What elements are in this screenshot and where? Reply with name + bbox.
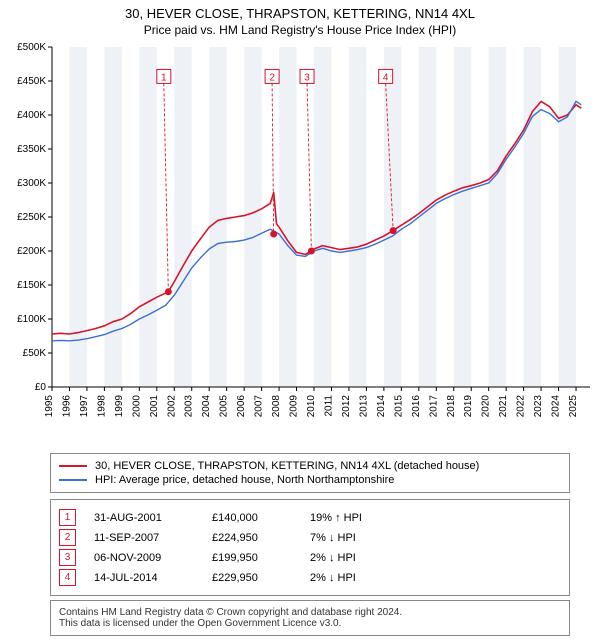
x-tick-label: 2022 [516,395,527,418]
transaction-delta: 19% ↑ HPI [310,512,390,524]
y-tick-label: £500K [17,42,46,53]
x-tick-label: 2003 [184,395,195,418]
footer-line: Contains HM Land Registry data © Crown c… [59,607,561,618]
marker-number: 4 [383,72,389,83]
legend-swatch [59,479,87,481]
transaction-marker: 1 [59,509,76,526]
y-tick-label: £250K [17,212,46,223]
x-tick-label: 2014 [376,395,387,418]
x-tick-label: 1996 [61,395,72,418]
page-title: 30, HEVER CLOSE, THRAPSTON, KETTERING, N… [0,6,600,21]
x-tick-label: 2010 [306,395,317,418]
transaction-delta: 2% ↓ HPI [310,572,390,584]
y-tick-label: £150K [17,280,46,291]
legend-label: 30, HEVER CLOSE, THRAPSTON, KETTERING, N… [95,460,479,472]
y-tick-label: £100K [17,314,46,325]
x-tick-label: 2009 [289,395,300,418]
page-subtitle: Price paid vs. HM Land Registry's House … [0,23,600,37]
x-tick-label: 2006 [236,395,247,418]
y-tick-label: £300K [17,178,46,189]
x-tick-label: 2017 [428,395,439,418]
x-tick-label: 2016 [411,395,422,418]
y-tick-label: £200K [17,246,46,257]
transaction-date: 14-JUL-2014 [94,572,194,584]
x-tick-label: 2024 [551,395,562,418]
marker-number: 1 [161,72,167,83]
table-row: 4 14-JUL-2014 £229,950 2% ↓ HPI [59,569,561,586]
x-tick-label: 2011 [323,395,334,417]
transaction-price: £224,950 [212,532,292,544]
x-tick-label: 1997 [79,395,90,418]
table-row: 1 31-AUG-2001 £140,000 19% ↑ HPI [59,509,561,526]
marker-number: 2 [269,72,275,83]
y-tick-label: £400K [17,110,46,121]
x-tick-label: 1998 [96,395,107,418]
x-tick-label: 2008 [271,395,282,418]
table-row: 2 11-SEP-2007 £224,950 7% ↓ HPI [59,529,561,546]
x-tick-label: 2021 [498,395,509,418]
transaction-marker: 3 [59,549,76,566]
x-tick-label: 2025 [568,395,579,418]
x-tick-label: 2000 [131,395,142,418]
legend-swatch [59,465,87,467]
transaction-delta: 2% ↓ HPI [310,552,390,564]
legend-label: HPI: Average price, detached house, Nort… [95,474,394,486]
transaction-marker: 4 [59,569,76,586]
x-tick-label: 2013 [358,395,369,418]
x-tick-label: 2007 [254,395,265,418]
table-row: 3 06-NOV-2009 £199,950 2% ↓ HPI [59,549,561,566]
y-tick-label: £0 [35,382,47,393]
y-tick-label: £450K [17,76,46,87]
transaction-date: 06-NOV-2009 [94,552,194,564]
x-tick-label: 2012 [341,395,352,418]
x-tick-label: 2001 [149,395,160,418]
transaction-price: £140,000 [212,512,292,524]
price-chart: £0 £50K £100K £150K £200K £250K £300K £350K £400… [0,37,600,447]
x-tick-label: 2023 [533,395,544,418]
x-tick-label: 2018 [446,395,457,418]
x-tick-label: 2015 [393,395,404,418]
transaction-price: £229,950 [212,572,292,584]
x-tick-label: 2004 [201,395,212,418]
transaction-date: 31-AUG-2001 [94,512,194,524]
x-tick-label: 2020 [481,395,492,418]
x-tick-label: 2005 [219,395,230,418]
y-tick-label: £50K [23,348,47,359]
x-tick-label: 1995 [44,395,55,418]
transaction-date: 11-SEP-2007 [94,532,194,544]
transaction-price: £199,950 [212,552,292,564]
legend-item: HPI: Average price, detached house, Nort… [59,474,561,486]
legend: 30, HEVER CLOSE, THRAPSTON, KETTERING, N… [50,453,570,493]
x-tick-label: 1999 [114,395,125,418]
transactions-table: 1 31-AUG-2001 £140,000 19% ↑ HPI 2 11-SEP-200… [50,499,570,596]
x-tick-label: 2019 [463,395,474,418]
legend-item: 30, HEVER CLOSE, THRAPSTON, KETTERING, N… [59,460,561,472]
marker-number: 3 [304,72,310,83]
transaction-marker: 2 [59,529,76,546]
x-tick-label: 2002 [166,395,177,418]
y-tick-label: £350K [17,144,46,155]
transaction-delta: 7% ↓ HPI [310,532,390,544]
footer-notice: Contains HM Land Registry data © Crown c… [50,600,570,636]
